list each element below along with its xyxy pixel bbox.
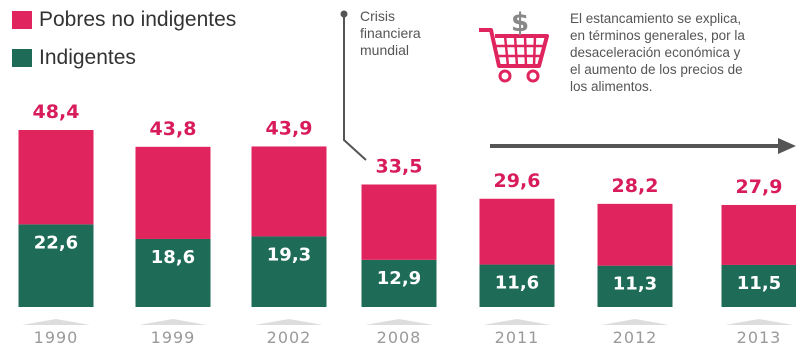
data-label-total: 33,5 [376,155,423,177]
data-label-total: 43,8 [150,118,197,140]
x-tick-label: 2002 [267,328,312,347]
svg-text:$: $ [511,8,529,38]
legend-label-pobres: Pobres no indigentes [39,8,237,31]
data-label-indigentes: 11,5 [737,273,781,294]
bar-indigentes [361,259,437,307]
year-tick-shadow [725,319,793,325]
annotation-crisis: Crisis financiera mundial [360,8,450,59]
x-tick-label: 2008 [377,328,422,347]
bar-pobres [135,146,211,239]
bar-pobres [18,130,94,225]
bar-indigentes [251,236,327,307]
bar-pobres [597,203,673,266]
x-tick-label: 1990 [34,328,79,347]
year-tick-shadow [483,319,551,325]
annotation-note-line: el aumento de los precios de [570,62,743,77]
bars-group: 48,4 22,6 1990 43,8 18,6 1999 43,9 19,3 2002 33,5… [18,101,796,347]
bar-pobres [251,146,327,237]
bar-indigentes [479,264,555,307]
data-label-total: 27,9 [736,176,783,198]
data-label-total: 29,6 [494,170,541,192]
annotation-note-line: desaceleración económica y [570,45,741,60]
annotation-note-line: los alimentos. [570,79,653,94]
legend-item-pobres: Pobres no indigentes [12,8,236,32]
annotation-note: El estancamiento se explica, en términos… [570,10,796,95]
bar-indigentes [721,264,796,307]
data-label-indigentes: 18,6 [151,247,195,268]
legend: Pobres no indigentes Indigentes [12,8,236,84]
legend-item-indigentes: Indigentes [12,46,236,70]
bar-indigentes [18,224,94,307]
data-label-indigentes: 12,9 [377,268,421,289]
x-tick-label: 2013 [737,328,782,347]
x-tick-label: 1999 [151,328,196,347]
bar-pobres [721,204,796,265]
year-tick-shadow [139,319,207,325]
legend-label-indigentes: Indigentes [39,46,136,69]
bar-indigentes [135,238,211,307]
data-label-indigentes: 11,3 [613,274,657,295]
annotation-note-line: El estancamiento se explica, [570,11,742,26]
data-label-indigentes: 19,3 [267,244,311,265]
data-label-total: 43,9 [266,117,313,139]
data-label-total: 48,4 [33,101,80,123]
x-tick-label: 2012 [613,328,658,347]
arrow-right-icon [490,138,796,154]
year-tick-shadow [601,319,669,325]
crisis-leader [343,14,367,161]
year-tick-shadow [22,319,90,325]
year-tick-shadow [255,319,323,325]
annotation-crisis-line: Crisis [360,8,395,24]
bar-indigentes [597,265,673,307]
year-tick-shadow [365,319,433,325]
data-label-indigentes: 11,6 [495,273,539,294]
crisis-leader-line [340,10,367,161]
annotation-crisis-line: mundial [360,42,410,58]
data-label-indigentes: 22,6 [34,232,78,253]
bar-pobres [361,184,437,260]
shopping-cart-dollar-icon: $ [475,6,557,91]
annotation-crisis-line: financiera [360,25,421,41]
annotation-note-line: en términos generales, por la [570,28,745,43]
bar-pobres [479,198,555,265]
x-tick-label: 2011 [495,328,540,347]
data-label-total: 28,2 [612,175,659,197]
legend-swatch-indigentes [12,49,32,67]
legend-swatch-pobres [12,11,32,29]
